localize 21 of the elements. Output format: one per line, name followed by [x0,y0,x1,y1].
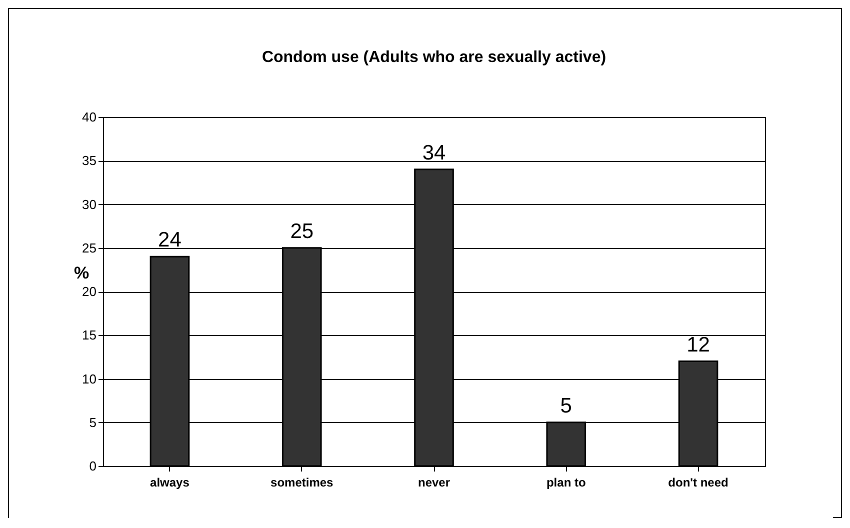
data-label: 25 [290,220,314,243]
chart-title: Condom use (Adults who are sexually active) [262,49,606,66]
y-tick-label: 20 [82,284,96,299]
y-tick-label: 5 [89,414,96,430]
y-tick-label: 0 [89,458,96,474]
x-tick-label: don't need [668,476,728,490]
y-tick-label: 15 [82,328,96,343]
data-label: 34 [422,141,446,164]
y-tick-label: 10 [82,371,96,386]
x-tick-label: never [418,476,450,490]
data-label: 24 [158,228,182,252]
y-tick-label: 30 [82,196,96,212]
x-tick-label: always [150,476,190,490]
y-axis-title: % [74,264,90,282]
y-tick-label: 25 [82,240,96,256]
y-tick-label: 35 [82,153,96,168]
x-tick-label: sometimes [270,476,334,490]
data-label: 5 [560,394,572,418]
x-tick-label: plan to [546,476,586,490]
y-tick-label: 40 [82,110,96,124]
data-label: 12 [686,333,710,356]
